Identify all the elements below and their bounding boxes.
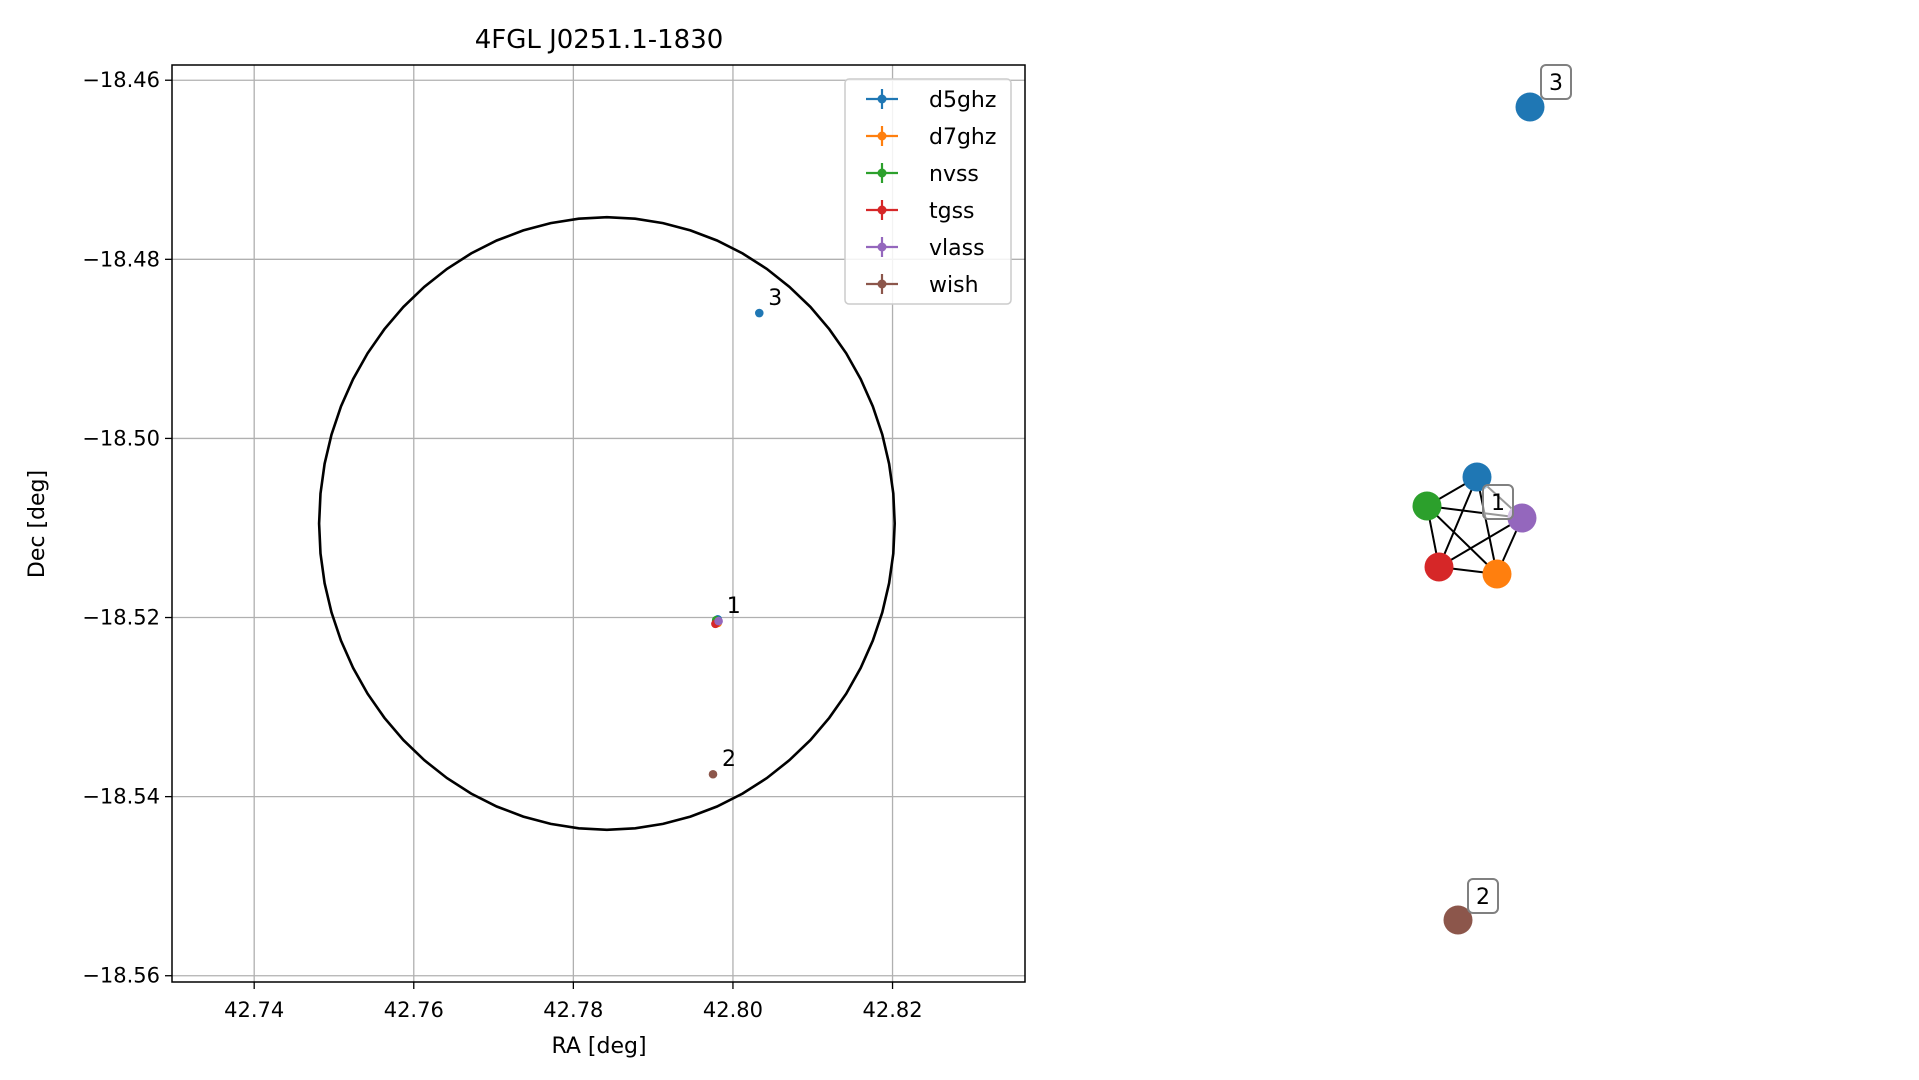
legend-label-d5ghz: d5ghz [929,88,996,113]
scatter-panel: 4FGL J0251.1-1830 123 42.74 42.76 42.78 42.… [25,25,1026,1059]
legend: d5ghz d7ghz nvss tgss vlass wish [844,78,1012,305]
legend-marker-dot [877,94,887,104]
legend-marker-dot [877,279,887,289]
network-edge [1476,476,1498,575]
node-layer [1412,92,1545,935]
legend-marker-dot [877,205,887,215]
network-node-tgss [1424,552,1454,582]
y-tick-label: −18.46 [82,68,160,92]
group-label-box [1467,878,1499,914]
group-label-text: 2 [1476,885,1490,910]
y-ticks: −18.46 −18.48 −18.50 −18.52 −18.54 −18.56 [82,68,172,988]
uncertainty-circle [317,215,896,832]
y-tick-label: −18.50 [82,426,160,450]
points-layer [708,308,764,779]
x-tick-label: 42.78 [543,998,603,1022]
network-node-d5ghz [1515,92,1545,122]
x-tick-label: 42.80 [703,998,763,1022]
point-annotation: 1 [727,594,741,619]
network-node-wish [1443,905,1473,935]
x-tick-label: 42.82 [862,998,922,1022]
legend-label-nvss: nvss [929,162,979,187]
legend-label-vlass: vlass [929,236,985,261]
x-axis-label: RA [deg] [551,1034,646,1059]
network-node-d5ghz [1462,462,1492,492]
y-tick-label: −18.56 [82,964,160,988]
legend-marker-dot [877,131,887,141]
x-tick-label: 42.76 [384,998,444,1022]
grid-layer [172,65,1025,982]
group-label-box [1482,484,1514,520]
network-node-d7ghz [1482,559,1512,589]
network-panel: 1 2 3 [1412,64,1572,935]
point-annotation: 3 [768,286,782,311]
group-label-layer: 1 2 3 [1467,64,1572,914]
x-tick-label: 42.74 [224,998,284,1022]
legend-marker-dot [877,168,887,178]
plot-frame [171,64,1026,983]
network-node-vlass [1507,503,1537,533]
legend-label-tgss: tgss [929,199,975,224]
network-node-nvss [1412,491,1442,521]
wish-point [708,769,718,779]
chart-title: 4FGL J0251.1-1830 [475,25,724,55]
network-edge [1426,505,1498,575]
network-edge [1438,476,1478,568]
d5ghz-point [754,308,764,318]
circle-layer [317,215,896,832]
y-tick-label: −18.54 [82,785,160,809]
vlass-point [714,616,723,626]
legend-label-wish: wish [929,273,979,298]
x-ticks: 42.74 42.76 42.78 42.80 42.82 [224,982,923,1022]
network-edge [1438,517,1523,568]
annotation-layer: 1 2 3 [722,286,782,772]
group-label-box [1540,64,1572,100]
y-tick-label: −18.52 [82,606,160,630]
legend-label-d7ghz: d7ghz [929,125,996,150]
point-annotation: 2 [722,747,736,772]
y-tick-label: −18.48 [82,247,160,271]
group-label-text: 1 [1491,491,1505,516]
y-axis-label: Dec [deg] [25,470,50,578]
legend-marker-dot [877,242,887,252]
group-label-text: 3 [1549,71,1563,96]
